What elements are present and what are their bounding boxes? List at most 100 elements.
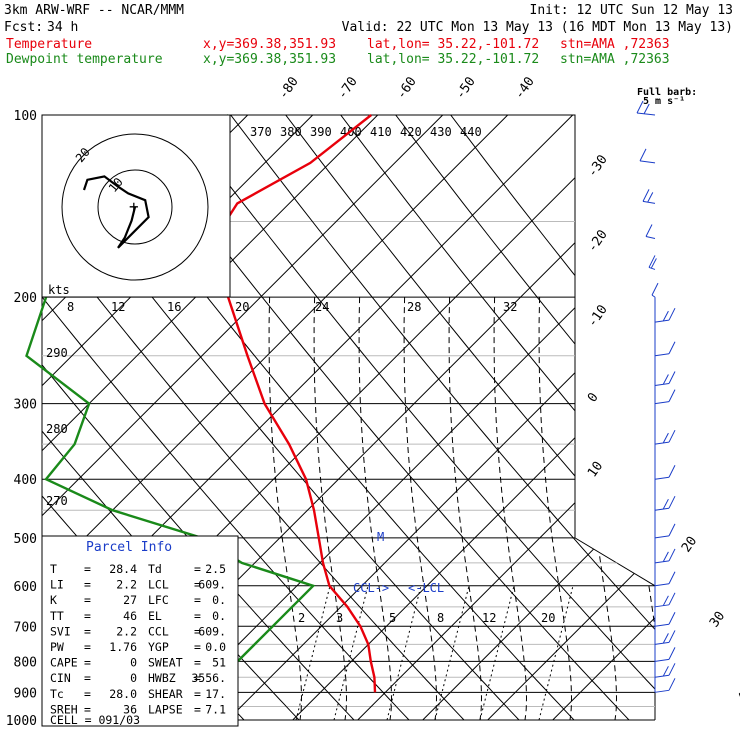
wind-barb [642, 189, 656, 204]
wind-barb-shaft [651, 294, 656, 298]
parcel-info-cell: 51 [212, 656, 226, 670]
mixing-ratio-label: 12 [482, 611, 496, 625]
mixing-ratio-line [386, 585, 422, 720]
wind-barb-flag [668, 523, 676, 537]
mixing-ratio-label: 8 [437, 611, 444, 625]
mixing-ratio-line [538, 585, 574, 720]
parcel-info-cell: = [194, 562, 201, 576]
parcel-info-cell: 7.1 [205, 702, 226, 716]
mixing-ratio-line [295, 585, 331, 720]
wind-barb [654, 429, 676, 445]
isotherm-label: -80 [276, 74, 302, 102]
parcel-info-cell: 28.0 [109, 687, 137, 701]
hodograph-ring-outer [61, 133, 209, 281]
moist-adiabat [628, 297, 655, 720]
moist-adiabat [493, 297, 528, 720]
isotherm-label: -10 [585, 302, 611, 330]
moist-adiabat [268, 297, 303, 720]
wind-barb-flag [648, 255, 656, 268]
wind-barb [651, 282, 659, 298]
mean-wind-marker: M [377, 530, 384, 544]
wind-barb-shaft [654, 401, 670, 405]
parcel-info-cell: EL [148, 609, 162, 623]
wind-barb [654, 495, 676, 511]
parcel-info-cell: 2.2 [116, 624, 137, 638]
wind-barb-shaft [654, 441, 670, 445]
wind-barb-flag [668, 647, 676, 660]
parcel-info-cell: 609. [198, 578, 226, 592]
parcel-info-cell: = [194, 702, 201, 716]
pressure-label: 1000 [6, 714, 37, 729]
parcel-info-cell: = [84, 609, 91, 623]
wind-barb-shaft [654, 383, 670, 387]
isotherm-label: -50 [453, 74, 479, 102]
parcel-info-cell: LI [50, 578, 64, 592]
wind-barb-flag [639, 148, 647, 162]
isotherm-line [552, 115, 655, 720]
parcel-info-cell: YGP [148, 640, 169, 654]
pressure-label: 200 [14, 291, 37, 306]
wind-barb-shaft [636, 112, 656, 116]
moist-adiabat [358, 297, 393, 720]
isotherm-line [42, 115, 509, 720]
isotherm-label: -20 [585, 227, 611, 255]
model-title: 3km ARW-WRF -- NCAR/MMM [4, 3, 184, 18]
isotherm-label: 20 [679, 534, 700, 555]
parcel-info-cell: = [84, 640, 91, 654]
moist-adiabat [403, 297, 438, 720]
theta-e-label: 20 [235, 300, 249, 314]
wind-barb-flag [668, 307, 676, 321]
parcel-info-cell: = [194, 593, 201, 607]
parcel-info-cell: HWBZ [148, 671, 176, 685]
theta-label: 390 [310, 125, 332, 139]
wind-barb-flag [668, 465, 676, 478]
wind-barb-shaft [654, 507, 670, 511]
valid-time: Valid: 22 UTC Mon 13 May 13 (16 MDT Mon … [342, 20, 733, 35]
wind-barb [654, 592, 676, 608]
parcel-info-cell: CAPE [50, 656, 78, 670]
dry-adiabat [230, 115, 655, 720]
pressure-label: 800 [14, 655, 37, 670]
wind-barb [654, 548, 676, 564]
wind-barb [654, 307, 676, 323]
parcel-info-cell: = [194, 656, 201, 670]
wind-barb-flag [668, 612, 676, 625]
parcel-info-cell: = [194, 687, 201, 701]
theta-e-label: 12 [111, 300, 125, 314]
series-dew-xy: x,y=369.38,351.93 [203, 52, 336, 67]
wind-barb [654, 612, 676, 627]
dry-adiabat [42, 115, 465, 720]
parcel-info-cell: CIN [50, 671, 71, 685]
theta-label: 280 [46, 422, 68, 436]
parcel-info-cell: = [194, 624, 201, 638]
wind-barb [654, 389, 676, 405]
wind-barb-shaft [654, 353, 670, 357]
wind-barb-flag [668, 592, 676, 606]
parcel-info-cell: = [84, 624, 91, 638]
series-temp-stn: stn=AMA ,72363 [560, 37, 670, 52]
wind-barb-shaft [639, 160, 656, 164]
moist-adiabat [448, 297, 483, 720]
ccl-annotation: CCL-> [353, 581, 389, 595]
parcel-info-cell: 28.4 [109, 562, 137, 576]
wind-barb [654, 571, 676, 587]
wind-barb [654, 341, 676, 357]
pressure-label: 100 [14, 109, 37, 124]
dry-adiabat [175, 115, 655, 720]
parcel-info-cell: LCL [148, 578, 169, 592]
parcel-info-cell: = [194, 640, 201, 654]
wind-barb-flag [643, 103, 650, 114]
mixing-ratio-line [333, 585, 369, 720]
lcl-annotation: <-LCL [408, 581, 444, 595]
wind-barb [645, 224, 656, 239]
parcel-info-cell: = [84, 671, 91, 685]
parcel-info-cell-line: CELL = 091/03 [50, 713, 140, 727]
parcel-info-cell: = [84, 578, 91, 592]
wind-barb [654, 371, 676, 387]
parcel-info-cell: SHEAR [148, 687, 183, 701]
parcel-info-cell: 0 [130, 671, 137, 685]
hodograph-trace [82, 175, 150, 249]
parcel-info-cell: 0. [212, 609, 226, 623]
parcel-info-cell: 2.2 [116, 578, 137, 592]
wind-barb-flag [668, 663, 676, 676]
